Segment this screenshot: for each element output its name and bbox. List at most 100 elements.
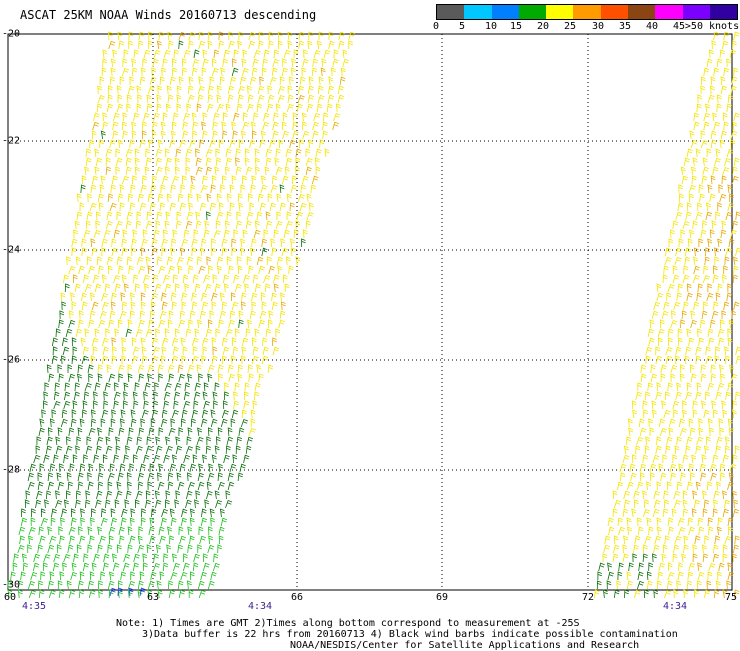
wind-barb <box>323 112 329 122</box>
wind-barb <box>675 355 680 365</box>
wind-barb <box>626 436 632 446</box>
wind-barb <box>686 436 693 446</box>
wind-barb <box>242 49 248 59</box>
wind-barb <box>677 481 683 491</box>
wind-barb <box>683 265 689 275</box>
wind-barb <box>89 310 96 320</box>
wind-barb <box>720 373 725 383</box>
wind-barb <box>147 580 155 590</box>
wind-barb <box>175 490 181 500</box>
wind-barb <box>689 463 694 473</box>
wind-barb <box>44 382 50 392</box>
wind-barb <box>707 283 713 293</box>
wind-barb <box>731 175 739 185</box>
wind-barb <box>706 292 714 302</box>
wind-barb <box>116 103 124 113</box>
wind-barb <box>43 400 48 410</box>
wind-barb <box>686 148 693 158</box>
wind-barb <box>628 562 634 572</box>
wind-barb <box>733 112 740 122</box>
wind-barb <box>78 319 84 329</box>
wind-barb <box>734 535 740 545</box>
wind-barb <box>707 184 713 194</box>
wind-barb <box>141 508 146 518</box>
wind-barb <box>164 220 170 230</box>
wind-barb <box>197 544 202 554</box>
wind-barb <box>290 67 296 77</box>
wind-barb <box>101 274 107 284</box>
wind-barb <box>129 76 135 86</box>
wind-barb <box>633 544 639 554</box>
wind-barb <box>268 40 274 50</box>
wind-barb <box>333 112 341 122</box>
wind-barb <box>652 508 660 518</box>
wind-barb <box>251 67 258 77</box>
wind-barb <box>143 400 149 410</box>
wind-barb <box>95 499 102 509</box>
wind-barb <box>729 463 737 473</box>
wind-barb <box>61 508 68 518</box>
wind-barb <box>308 202 314 212</box>
wind-barb <box>154 283 162 293</box>
wind-barb <box>246 256 252 266</box>
wind-barb <box>684 157 690 167</box>
wind-barb <box>725 247 733 257</box>
wind-barb <box>130 409 136 419</box>
wind-barb <box>242 112 248 122</box>
wind-barb <box>112 49 118 59</box>
wind-barb <box>126 256 133 266</box>
wind-barb <box>141 355 148 365</box>
wind-barb <box>692 220 698 230</box>
wind-barb <box>158 373 163 383</box>
wind-barb <box>613 535 619 545</box>
wind-barb <box>238 31 244 41</box>
wind-barb <box>235 157 240 167</box>
wind-barb <box>63 391 71 401</box>
wind-barb <box>147 373 153 383</box>
wind-barb <box>172 229 178 239</box>
wind-barb <box>723 265 728 275</box>
wind-barb <box>701 544 707 554</box>
wind-barb <box>49 463 56 473</box>
wind-barb <box>52 346 58 356</box>
wind-barb <box>226 256 232 266</box>
wind-barb <box>98 265 104 275</box>
wind-barb <box>685 346 692 356</box>
wind-barb <box>735 355 740 365</box>
wind-barb <box>37 472 43 482</box>
wind-barb <box>67 364 73 374</box>
wind-barb <box>211 454 217 464</box>
wind-barb <box>210 418 218 428</box>
wind-barb <box>707 517 713 527</box>
wind-barb <box>244 382 250 392</box>
wind-barb <box>136 256 144 266</box>
wind-barb <box>160 517 167 527</box>
wind-barb <box>85 499 91 509</box>
wind-barb <box>241 67 249 77</box>
wind-barb <box>75 256 81 266</box>
wind-barb <box>96 256 102 266</box>
wind-barb <box>113 112 120 122</box>
wind-barb <box>681 409 688 419</box>
wind-barb <box>77 580 84 590</box>
wind-barb <box>645 355 651 365</box>
wind-barb <box>59 535 65 545</box>
wind-barb <box>100 418 106 428</box>
wind-barb <box>117 193 124 203</box>
wind-barb <box>667 337 673 347</box>
wind-barb <box>151 337 159 347</box>
wind-barb <box>63 454 69 464</box>
wind-barb <box>151 175 157 185</box>
wind-barb <box>131 247 136 257</box>
wind-barb <box>47 427 53 437</box>
wind-barb <box>278 139 284 149</box>
wind-barb <box>679 427 687 437</box>
wind-barb <box>732 220 739 230</box>
wind-barb <box>623 589 630 599</box>
wind-barb <box>296 211 303 221</box>
wind-barb <box>732 40 737 50</box>
wind-barb <box>292 130 299 140</box>
wind-barb <box>271 337 277 347</box>
wind-barb <box>732 121 738 131</box>
